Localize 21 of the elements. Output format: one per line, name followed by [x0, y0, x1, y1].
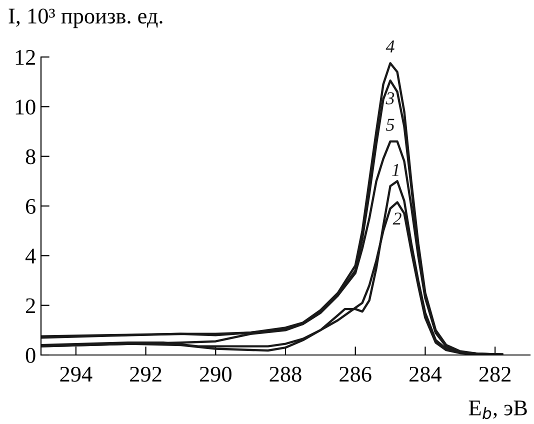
series-label: 3: [386, 92, 394, 104]
x-tick-label: 294: [60, 366, 92, 382]
y-tick-label: 12: [16, 50, 35, 65]
y-tick-label: 4: [25, 248, 36, 264]
x-tick-label: 286: [340, 366, 372, 382]
y-tick-label: 2: [26, 298, 35, 314]
series-label: 2: [392, 212, 402, 225]
y-tick-label: 8: [26, 149, 36, 164]
series-label: 5: [386, 118, 394, 131]
series-label: 1: [392, 164, 398, 176]
x-tick-label: 290: [200, 366, 232, 382]
x-axis-title: E$_{b}$, эВ: [468, 400, 527, 420]
x-tick-label: 292: [130, 366, 162, 382]
y-tick-label: 10: [16, 100, 36, 115]
y-tick-label: 6: [26, 198, 36, 214]
x-tick-label: 284: [410, 366, 442, 382]
y-axis-title: I, 10³ произв. ед.: [8, 8, 162, 28]
x-tick-label: 282: [479, 366, 511, 382]
y-tick-label: 0: [26, 348, 36, 363]
series-label: 4: [386, 40, 394, 52]
x-tick-label: 288: [270, 366, 302, 382]
